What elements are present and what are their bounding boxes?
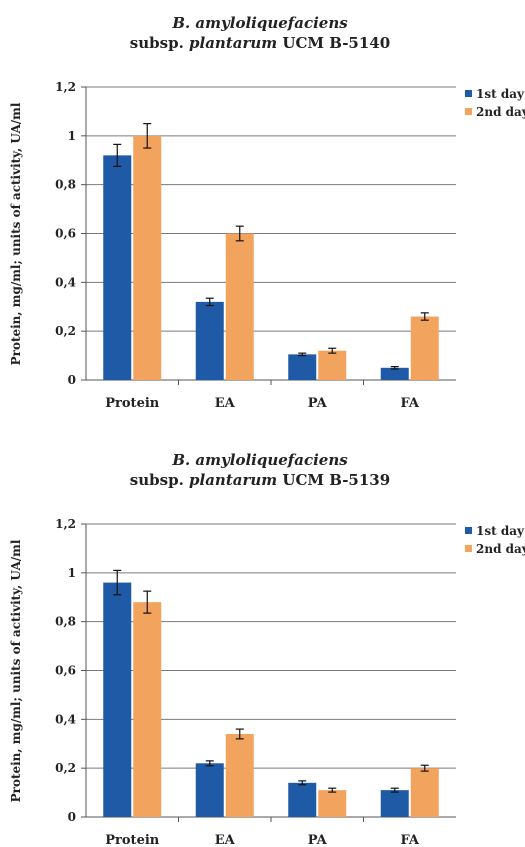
chart-title-prefix: subsp.	[130, 34, 184, 52]
y-tick-label: 0,2	[55, 761, 76, 775]
chart-panel-b5140: B. amyloliquefaciens subsp. plantarum UC…	[0, 0, 525, 410]
plot-area: 0 0,2 0,4 0,6 0,8 1 1,2 Protein EA PA FA 1st day 2nd…	[55, 517, 525, 847]
bar-day1	[103, 155, 132, 380]
bar-day1	[380, 367, 409, 380]
x-category-label: Protein	[105, 396, 160, 410]
y-tick-label: 1,2	[55, 517, 76, 531]
chart-title-line2: subsp. plantarum UCM B-5140	[130, 34, 390, 52]
legend-swatch	[465, 527, 472, 534]
chart-svg: B. amyloliquefaciens subsp. plantarum UC…	[9, 14, 525, 410]
y-tick-label: 1,2	[55, 80, 76, 94]
x-category-label: Protein	[105, 833, 160, 847]
y-axis-label: Protein, mg/ml; units of activity, UA/ml	[9, 102, 23, 365]
y-tick-label: 0	[68, 810, 76, 824]
legend-label: 2nd day	[476, 542, 525, 556]
bar-day1	[103, 582, 132, 817]
x-category-label: PA	[308, 396, 328, 410]
bar-day1	[288, 354, 317, 380]
y-tick-label: 0,2	[55, 324, 76, 338]
bar-day1	[380, 790, 409, 817]
legend-label: 2nd day	[476, 105, 525, 119]
x-category-label: EA	[215, 833, 236, 847]
legend-swatch	[465, 545, 472, 552]
x-category-label: EA	[215, 396, 236, 410]
chart-title-line1: B. amyloliquefaciens	[171, 14, 348, 32]
bar-day2	[133, 602, 162, 817]
chart-title-prefix: subsp.	[130, 471, 184, 489]
bar-day2	[410, 316, 439, 380]
bar-day1	[195, 301, 224, 380]
chart-svg: B. amyloliquefaciens subsp. plantarum UC…	[9, 451, 525, 847]
chart-title-line2: subsp. plantarum UCM B-5139	[130, 471, 390, 489]
bar-day2	[225, 733, 254, 817]
y-tick-label: 0,4	[55, 712, 76, 726]
chart-title-line1: B. amyloliquefaciens	[171, 451, 348, 469]
y-tick-label: 0,4	[55, 275, 76, 289]
y-tick-label: 1	[68, 566, 76, 580]
bar-day1	[195, 763, 224, 817]
y-tick-label: 0,6	[55, 664, 76, 678]
bar-day2	[133, 135, 162, 380]
legend-swatch	[465, 108, 472, 115]
chart-title-suffix: UCM B-5140	[282, 34, 390, 52]
chart-title-italic: plantarum	[189, 471, 277, 489]
chart-title-italic: plantarum	[189, 34, 277, 52]
bar-day2	[225, 233, 254, 380]
bar-day1	[288, 782, 317, 817]
bar-day2	[410, 768, 439, 817]
chart-panel-b5139: B. amyloliquefaciens subsp. plantarum UC…	[0, 437, 525, 847]
legend-label: 1st day	[476, 87, 525, 101]
y-tick-label: 0,6	[55, 227, 76, 241]
y-tick-label: 0,8	[55, 615, 76, 629]
y-tick-label: 0	[68, 373, 76, 387]
legend-label: 1st day	[476, 524, 525, 538]
x-category-label: FA	[400, 833, 419, 847]
plot-area: 0 0,2 0,4 0,6 0,8 1 1,2 Protein EA PA FA 1st day 2nd…	[55, 80, 525, 410]
bar-day2	[318, 790, 347, 817]
y-tick-label: 0,8	[55, 178, 76, 192]
bar-day2	[318, 350, 347, 380]
y-tick-label: 1	[68, 129, 76, 143]
y-axis-label: Protein, mg/ml; units of activity, UA/ml	[9, 539, 23, 802]
x-category-label: FA	[400, 396, 419, 410]
chart-title-suffix: UCM B-5139	[282, 471, 390, 489]
x-category-label: PA	[308, 833, 328, 847]
legend-swatch	[465, 90, 472, 97]
